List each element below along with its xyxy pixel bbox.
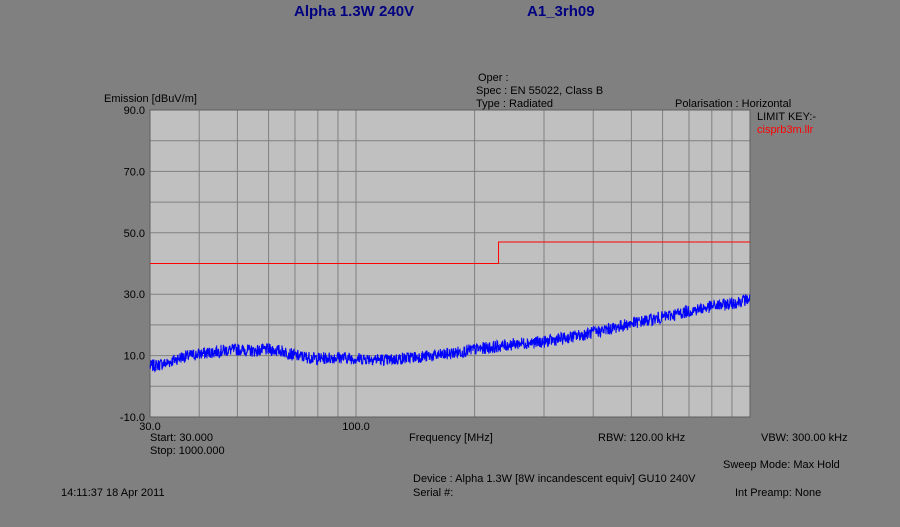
- stop-frequency: Stop: 1000.000: [150, 445, 225, 457]
- limit-line: [150, 241, 750, 264]
- sweep-mode-label: Sweep Mode: Max Hold: [723, 459, 840, 471]
- y-tick-label: 90.0: [124, 105, 145, 117]
- int-preamp-label: Int Preamp: None: [735, 487, 822, 499]
- limit-file-label: cisprb3m.llr: [757, 124, 814, 136]
- y-axis-label: Emission [dBuV/m]: [104, 93, 197, 105]
- polarisation-label: Polarisation : Horizontal: [675, 98, 792, 110]
- rbw-label: RBW: 120.00 kHz: [598, 432, 686, 444]
- timestamp: 14:11:37 18 Apr 2011: [61, 487, 165, 499]
- chart-file-name: A1_3rh09: [527, 3, 595, 20]
- y-tick-label: 70.0: [124, 166, 145, 178]
- x-tick-label: 100.0: [342, 421, 370, 433]
- y-tick-label: 10.0: [124, 351, 145, 363]
- spec-label: Spec : EN 55022, Class B: [476, 85, 604, 97]
- oper-label: Oper :: [478, 72, 509, 84]
- device-label: Device : Alpha 1.3W [8W incandescent equ…: [413, 473, 696, 485]
- x-axis-label: Frequency [MHz]: [409, 432, 493, 444]
- x-tick-label: 30.0: [139, 421, 160, 433]
- y-tick-label: -10.0: [120, 412, 145, 424]
- type-label: Type : Radiated: [476, 98, 554, 110]
- start-frequency: Start: 30.000: [150, 432, 213, 444]
- y-tick-label: 50.0: [124, 228, 145, 240]
- serial-label: Serial #:: [413, 487, 454, 499]
- plot-area: [149, 109, 751, 418]
- chart-title: Alpha 1.3W 240V: [294, 3, 415, 20]
- vbw-label: VBW: 300.00 kHz: [761, 432, 848, 444]
- emission-trace: [149, 294, 751, 373]
- limit-key-label: LIMIT KEY:-: [757, 111, 817, 123]
- y-tick-label: 30.0: [124, 289, 145, 301]
